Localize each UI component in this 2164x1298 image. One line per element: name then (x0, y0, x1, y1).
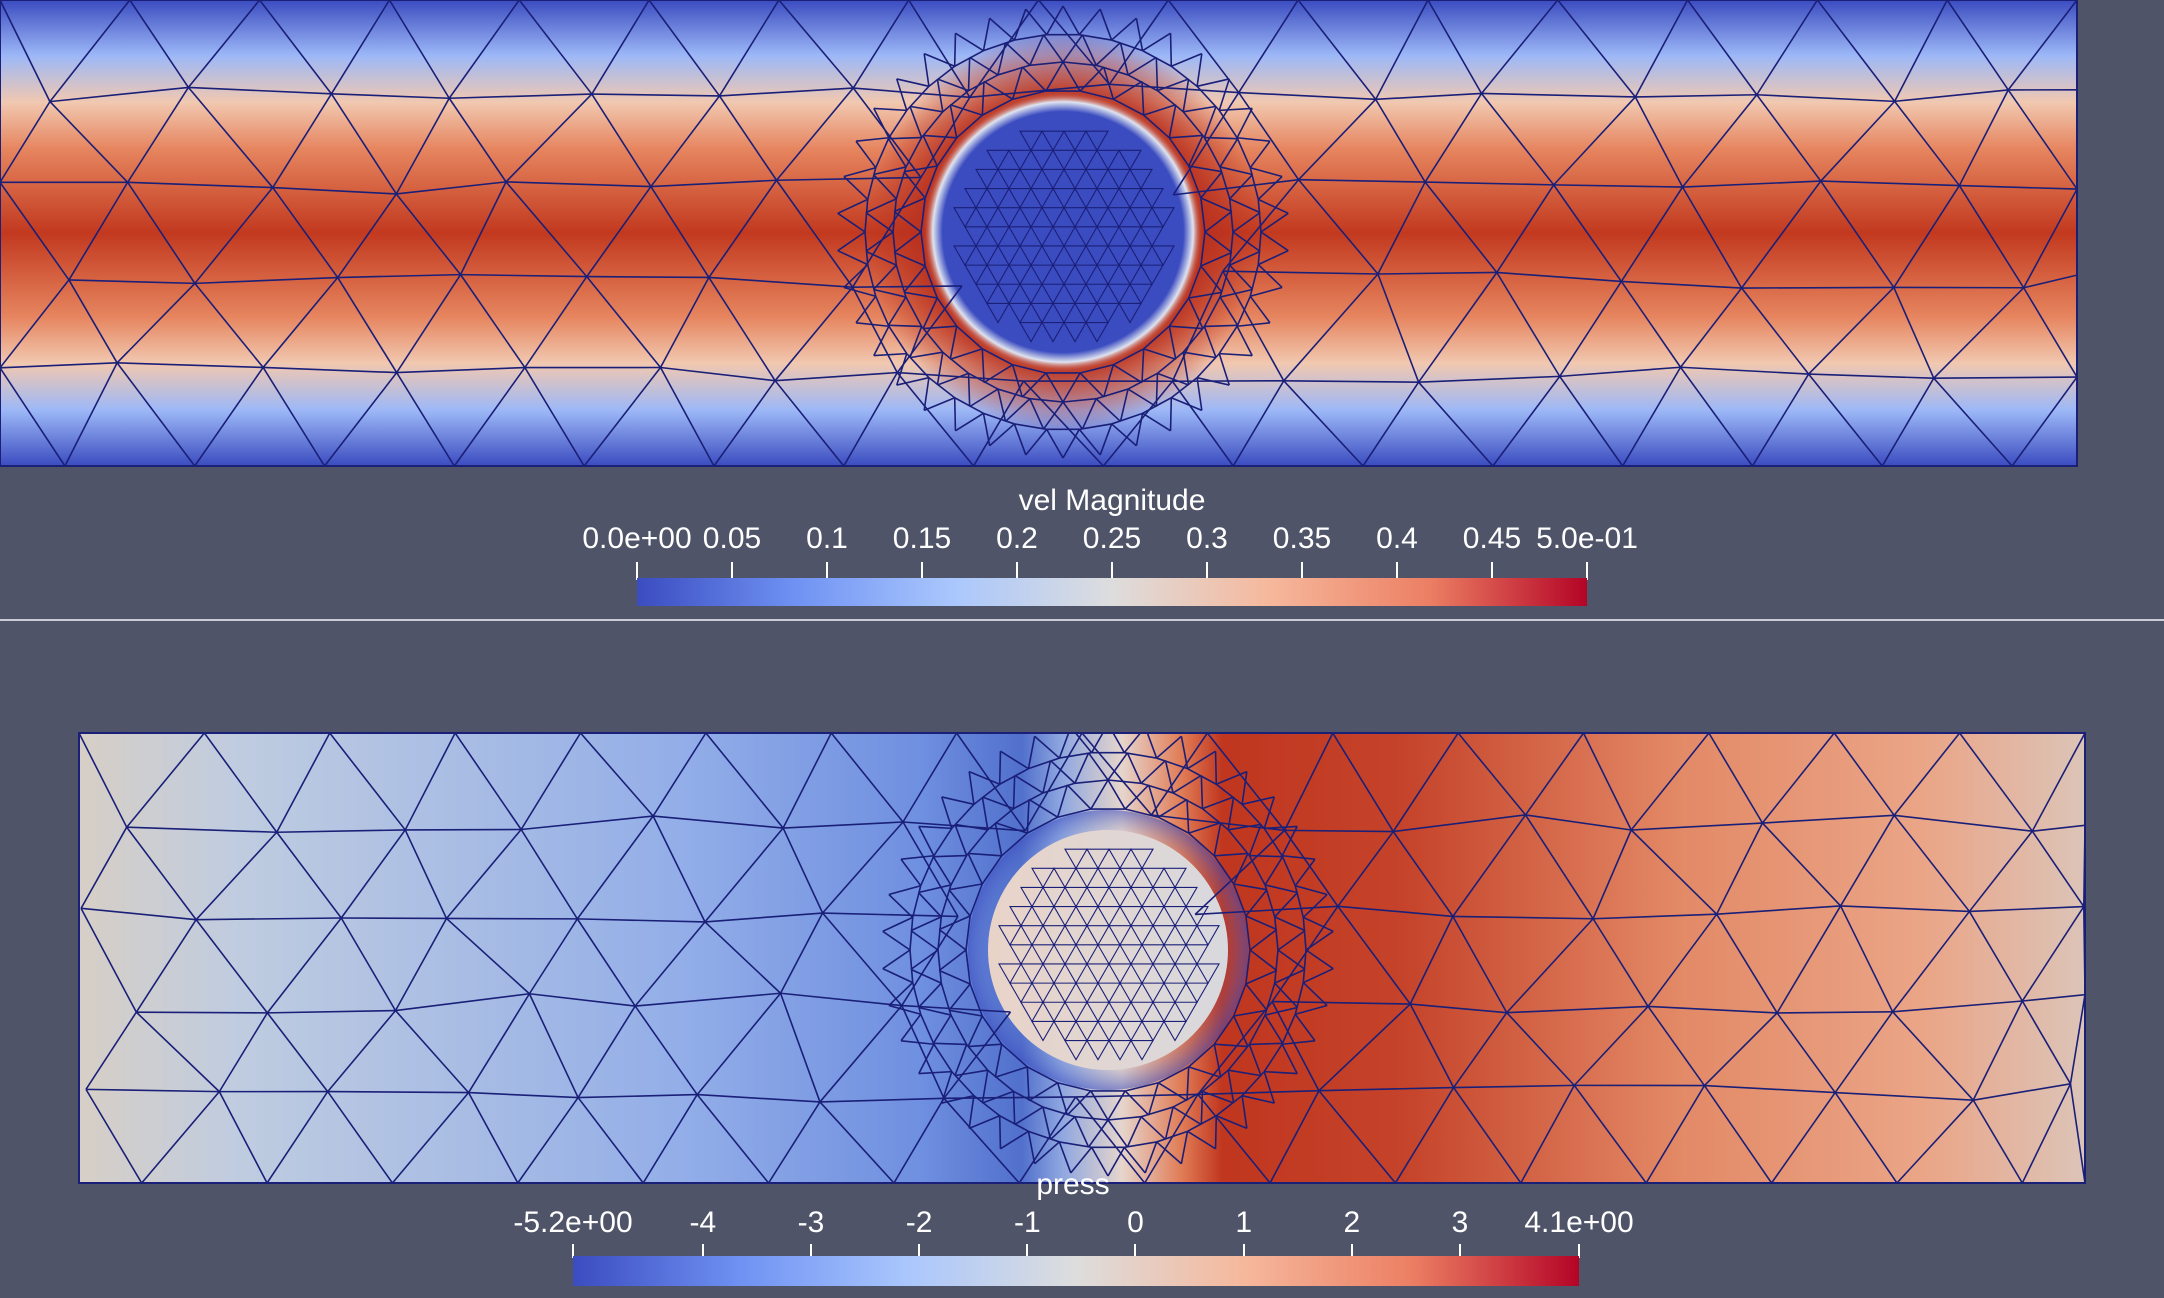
velocity-colorbar-tick-mark (1396, 562, 1398, 580)
velocity-colorbar-tick-mark (826, 562, 828, 580)
pressure-colorbar-tick-label: 4.1e+00 (1524, 1206, 1634, 1239)
pressure-colorbar-tick-mark (918, 1244, 921, 1258)
velocity-colorbar-tick-label: 5.0e-01 (1536, 522, 1638, 555)
velocity-colorbar-tick-label: 0.35 (1272, 522, 1332, 555)
velocity-colorbar-tick-mark (1586, 562, 1588, 580)
velocity-mesh-plot[interactable] (0, 0, 2164, 620)
velocity-colorbar-tick-mark (1111, 562, 1113, 580)
velocity-colorbar-tick-label: 0.2 (996, 522, 1038, 555)
velocity-colorbar-tick-label: 0.15 (892, 522, 952, 555)
velocity-colorbar-tick-mark (1016, 562, 1018, 580)
velocity-colorbar-tick-mark (1206, 562, 1208, 580)
view-divider[interactable] (0, 619, 2164, 621)
velocity-colorbar-tick-mark (636, 562, 638, 580)
pressure-colorbar-tick-label: -1 (1013, 1206, 1041, 1239)
velocity-render-view[interactable]: vel Magnitude 0.0e+00 0.05 0.1 0.15 0.2 0.25 0… (0, 0, 2164, 620)
velocity-colorbar-tick-label: 0.4 (1376, 522, 1418, 555)
pressure-colorbar-tick-mark (1350, 1244, 1353, 1258)
pressure-colorbar-tick-label: 1 (1235, 1206, 1252, 1239)
velocity-colorbar-title: vel Magnitude (1018, 484, 1206, 517)
velocity-colorbar-tick-label: 0.3 (1186, 522, 1228, 555)
pressure-colorbar-tick-mark (809, 1244, 812, 1258)
velocity-colorbar-tick-label: 0.1 (806, 522, 848, 555)
pressure-colorbar-tick-mark (1459, 1244, 1461, 1258)
pressure-colorbar-tick-label: 2 (1343, 1206, 1361, 1239)
pressure-colorbar-tick-label: -4 (689, 1206, 717, 1239)
pressure-colorbar-tick-mark (1242, 1244, 1245, 1258)
pressure-colorbar-tick-label: -3 (797, 1206, 825, 1239)
velocity-colorbar-tick-label: 0.25 (1082, 522, 1142, 555)
pressure-colorbar-tick-mark (701, 1244, 704, 1258)
pressure-colorbar-tick-label: -5.2e+00 (513, 1206, 633, 1239)
pressure-render-view[interactable]: press -5.2e+00 -4 -3 -2 -1 0 1 2 3 4.1e+00 (0, 622, 2164, 1298)
velocity-colorbar-tick-mark (1491, 562, 1493, 580)
pressure-colorbar-tick-mark (1026, 1244, 1029, 1258)
velocity-colorbar-tick-label: 0.0e+00 (582, 522, 692, 555)
pressure-mesh-plot[interactable] (0, 622, 2164, 1298)
pressure-colorbar-tick-label: -2 (905, 1206, 933, 1239)
pressure-colorbar-tick-label: 0 (1127, 1206, 1144, 1239)
velocity-colorbar (637, 578, 1587, 606)
velocity-colorbar-tick-label: 0.45 (1462, 522, 1522, 555)
velocity-colorbar-tick-mark (1301, 562, 1303, 580)
velocity-colorbar-tick-label: 0.05 (702, 522, 762, 555)
pressure-colorbar-title: press (1036, 1168, 1110, 1201)
pressure-colorbar-tick-label: 3 (1451, 1206, 1469, 1239)
pressure-colorbar-tick-mark (572, 1244, 574, 1258)
pressure-colorbar-tick-mark (1578, 1244, 1580, 1258)
velocity-colorbar-tick-mark (731, 562, 733, 580)
pressure-colorbar (573, 1256, 1579, 1286)
velocity-colorbar-tick-mark (921, 562, 923, 580)
pressure-colorbar-tick-mark (1134, 1244, 1137, 1258)
